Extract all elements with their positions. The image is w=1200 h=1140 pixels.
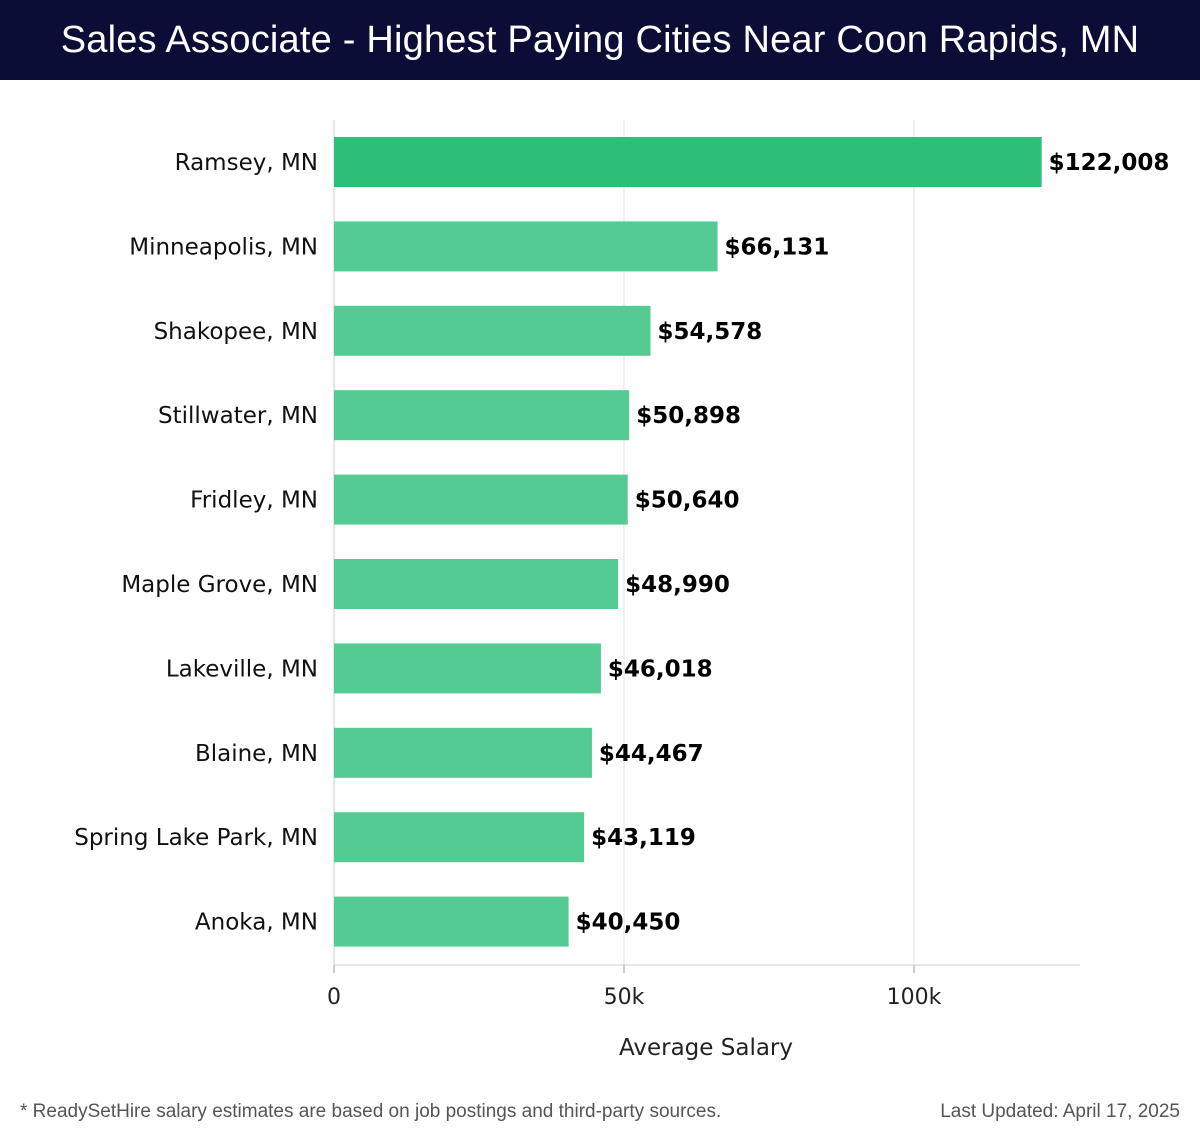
x-tick-label: 50k	[604, 985, 645, 1010]
data-label: $50,898	[636, 403, 741, 429]
bar	[334, 305, 651, 356]
bar	[334, 137, 1042, 187]
x-tick-label: 100k	[887, 985, 942, 1010]
category-label: Lakeville, MN	[166, 656, 318, 682]
category-label: Fridley, MN	[190, 488, 318, 514]
category-label: Shakopee, MN	[154, 319, 318, 345]
bar	[334, 559, 619, 609]
category-label: Maple Grove, MN	[121, 572, 318, 598]
data-label: $48,990	[625, 572, 730, 598]
bar	[334, 474, 628, 525]
data-label: $46,018	[608, 656, 713, 682]
bar	[334, 727, 592, 778]
category-label: Blaine, MN	[195, 741, 318, 767]
bar	[334, 812, 585, 863]
category-label: Stillwater, MN	[158, 403, 318, 429]
data-label: $66,131	[725, 234, 830, 260]
category-label: Anoka, MN	[195, 910, 318, 936]
bar-chart: Ramsey, MN $122,008 Minneapolis, MN $66,131…	[74, 120, 1169, 1061]
data-label: $54,578	[658, 319, 763, 345]
data-label: $43,119	[591, 825, 696, 851]
data-label: $122,008	[1049, 150, 1170, 176]
data-label: $40,450	[576, 910, 681, 936]
bars: Ramsey, MN $122,008 Minneapolis, MN $66,131…	[74, 137, 1169, 947]
x-axis: 0 50k 100k	[327, 964, 1080, 1010]
x-tick-label: 0	[327, 985, 341, 1010]
category-label: Spring Lake Park, MN	[74, 825, 318, 851]
chart-title: Sales Associate - Highest Paying Cities …	[60, 18, 1140, 61]
bar	[334, 643, 601, 694]
data-label: $44,467	[599, 741, 704, 767]
x-axis-title: Average Salary	[619, 1035, 793, 1061]
footer-note: * ReadySetHire salary estimates are base…	[20, 1101, 722, 1122]
bar	[334, 896, 569, 947]
category-label: Ramsey, MN	[175, 150, 318, 176]
bar	[334, 221, 718, 272]
bar	[334, 390, 630, 441]
chart-header: Sales Associate - Highest Paying Cities …	[0, 0, 1200, 80]
data-label: $50,640	[635, 488, 740, 514]
category-label: Minneapolis, MN	[129, 234, 318, 260]
last-updated: Last Updated: April 17, 2025	[940, 1101, 1180, 1122]
